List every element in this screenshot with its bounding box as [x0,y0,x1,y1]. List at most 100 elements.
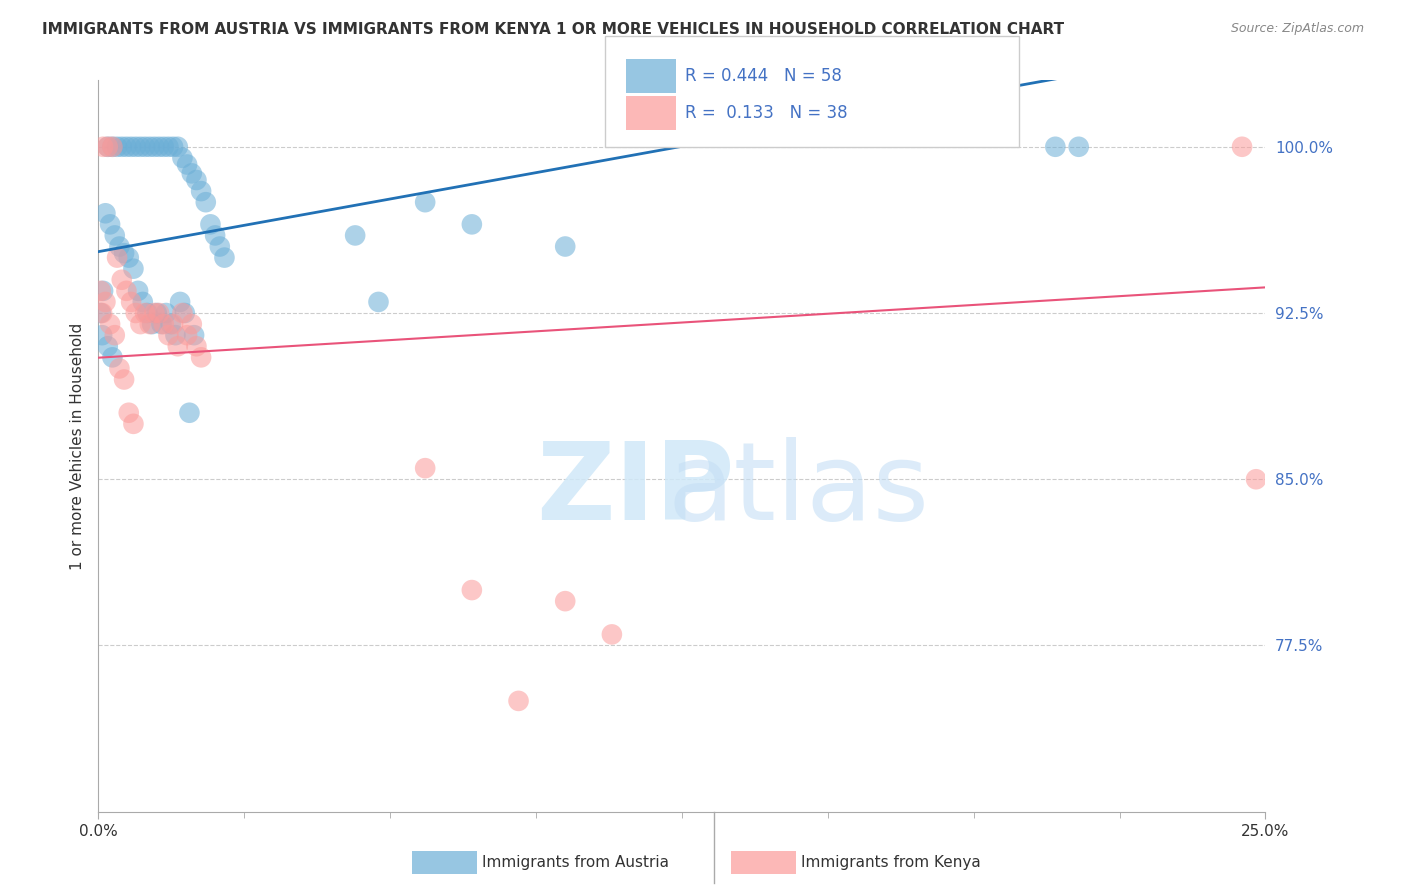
Point [91,328,114,343]
Point [173,306,195,320]
Point [125,306,148,320]
Point [134,306,156,320]
Point [146,306,169,320]
Point [1244,472,1267,486]
Y-axis label: 1 or more Vehicles in Household: 1 or more Vehicles in Household [69,322,84,570]
Point [180,317,202,331]
Point [108,361,131,376]
Point [90,284,112,298]
Point [105,251,128,265]
Point [157,140,180,154]
Point [139,317,162,331]
Point [118,406,141,420]
Point [129,317,152,331]
Point [111,273,134,287]
Point [214,251,236,265]
Point [344,228,367,243]
Point [176,328,198,343]
Point [600,627,623,641]
Text: atlas: atlas [668,437,929,543]
Point [134,140,156,154]
Point [159,317,181,331]
Point [143,140,166,154]
Point [461,583,484,598]
Point [190,184,212,198]
Point [104,328,127,343]
Point [97,140,120,154]
Point [105,140,128,154]
Text: ZIP: ZIP [536,437,734,543]
Point [115,140,138,154]
Point [120,294,142,309]
Point [190,351,212,365]
Text: Immigrants from Austria: Immigrants from Austria [482,855,669,870]
Point [1067,140,1090,154]
Point [127,284,149,298]
Point [101,351,124,365]
Point [155,306,177,320]
Point [129,140,152,154]
Point [97,140,120,154]
Text: R =  0.133   N = 38: R = 0.133 N = 38 [685,104,848,122]
Point [162,317,184,331]
Point [111,140,134,154]
Point [157,328,180,343]
Point [165,328,187,343]
Point [200,218,222,232]
Point [172,151,194,165]
Point [150,317,173,331]
Point [186,173,208,187]
Point [148,306,170,320]
Point [122,417,145,431]
Point [90,306,112,320]
Point [132,294,155,309]
Point [122,261,145,276]
Text: Source: ZipAtlas.com: Source: ZipAtlas.com [1230,22,1364,36]
Point [508,694,530,708]
Point [367,294,389,309]
Point [125,140,148,154]
Point [139,140,162,154]
Text: R = 0.444   N = 58: R = 0.444 N = 58 [685,67,842,85]
Point [98,317,121,331]
Point [176,157,198,171]
Point [1230,140,1253,154]
Point [1045,140,1067,154]
Point [143,306,166,320]
Point [91,140,114,154]
Point [91,306,114,320]
Point [461,218,484,232]
Point [108,239,131,253]
Point [101,140,124,154]
Point [180,166,202,180]
Point [413,195,436,210]
Point [554,594,576,608]
Point [97,339,120,353]
Point [94,206,117,220]
Point [115,284,138,298]
Point [101,140,124,154]
Point [141,317,163,331]
Point [166,140,188,154]
Point [152,317,174,331]
Point [94,294,117,309]
Point [554,239,576,253]
Point [152,140,174,154]
Point [172,306,194,320]
Point [148,140,170,154]
Point [194,195,217,210]
Point [186,339,208,353]
Point [204,228,226,243]
Point [169,294,191,309]
Point [120,140,142,154]
Point [162,140,184,154]
Point [118,251,141,265]
Point [98,218,121,232]
Point [413,461,436,475]
Point [104,228,127,243]
Point [136,306,159,320]
Point [112,246,135,260]
Point [179,406,201,420]
Point [112,372,135,386]
Point [208,239,231,253]
